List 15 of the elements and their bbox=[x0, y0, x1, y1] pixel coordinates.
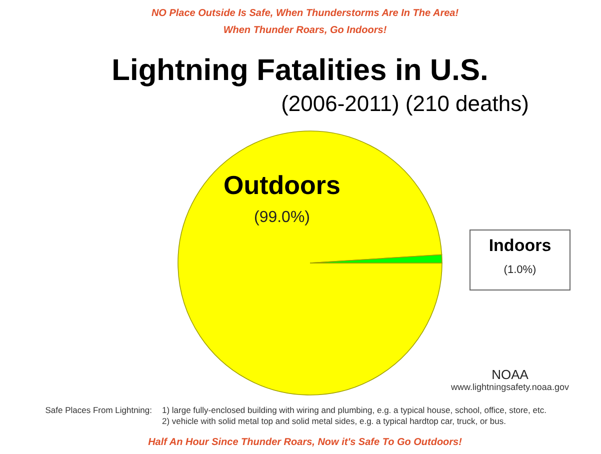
text: Half An Hour Since Thunder Roars, Now it's Safe To Go Outdoors! bbox=[148, 437, 463, 448]
pie-slice bbox=[178, 130, 442, 396]
slice-label: Indoors bbox=[488, 236, 552, 255]
data-label: (1.0%) bbox=[504, 264, 536, 276]
text: NOAA bbox=[492, 367, 529, 382]
text: When Thunder Roars, Go Indoors! bbox=[223, 25, 388, 36]
slice-label: Outdoors bbox=[224, 170, 340, 200]
data-label: (99.0%) bbox=[254, 209, 310, 226]
text: Safe Places From Lightning: bbox=[45, 405, 152, 415]
chart-subtitle: (2006-2011) (210 deaths) bbox=[281, 91, 529, 116]
text: 2) vehicle with solid metal top and solid metal sides, e.g. a typical hardtop car, truck, or bus. bbox=[162, 416, 506, 426]
text: NO Place Outside Is Safe, When Thunderstorms Are In The Area! bbox=[151, 8, 460, 19]
chart-title: Lightning Fatalities in U.S. bbox=[112, 54, 488, 87]
text: www.lightningsafety.noaa.gov bbox=[450, 382, 570, 392]
text: 1) large fully-enclosed building with wiring and plumbing, e.g. a typical house, school, office, store, etc. bbox=[162, 405, 546, 415]
